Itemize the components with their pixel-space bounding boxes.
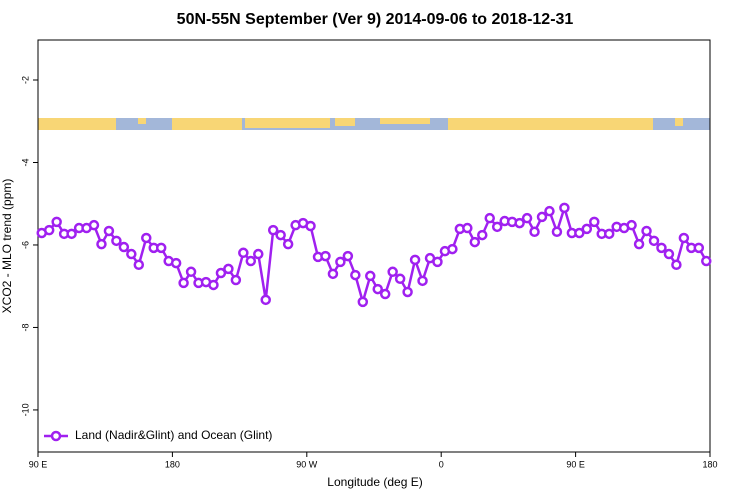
x-tick-label: 180 (165, 459, 180, 469)
data-point (693, 242, 705, 254)
x-tick-label: 90 E (29, 459, 48, 469)
data-point (372, 283, 383, 295)
data-point (267, 224, 279, 236)
data-point (170, 257, 182, 269)
data-point (66, 228, 77, 240)
data-point (260, 294, 271, 306)
chart-title: 50N-55N September (Ver 9) 2014-09-06 to … (177, 11, 574, 28)
legend-marker (50, 430, 62, 442)
y-tick-label: -6 (20, 241, 30, 249)
data-point (320, 250, 331, 262)
data-point (350, 269, 361, 281)
data-point (663, 248, 675, 260)
data-point (402, 286, 413, 298)
data-point (447, 243, 458, 255)
data-point (208, 279, 219, 291)
y-tick-label: -8 (20, 323, 30, 331)
data-point (671, 259, 682, 271)
data-point (409, 254, 421, 266)
x-tick-label: 90 E (566, 459, 585, 469)
data-point (529, 226, 540, 238)
land-ocean-strip (38, 118, 710, 130)
data-point (469, 236, 481, 248)
data-point (656, 242, 667, 254)
data-point (484, 212, 495, 224)
data-point (641, 225, 652, 237)
data-point (88, 219, 100, 231)
data-point (141, 232, 152, 244)
data-point (551, 226, 563, 238)
data-point (477, 229, 488, 241)
data-point (215, 267, 227, 279)
data-point (633, 238, 645, 250)
data-point (648, 235, 660, 247)
data-point (432, 256, 443, 268)
data-point (327, 268, 339, 280)
data-point (282, 238, 294, 250)
data-point (394, 273, 406, 285)
data-point (603, 228, 615, 240)
data-point (379, 288, 391, 300)
data-point (678, 232, 690, 244)
data-point (245, 255, 257, 267)
data-point (96, 238, 107, 250)
data-point (544, 205, 555, 217)
data-point (701, 255, 712, 267)
data-point (230, 274, 242, 286)
legend-label: Land (Nadir&Glint) and Ocean (Glint) (75, 428, 272, 442)
data-point (178, 277, 189, 289)
data-point (275, 229, 286, 241)
data-point (133, 259, 145, 271)
data-point (335, 256, 346, 268)
y-axis-label: XCO2 - MLO trend (ppm) (0, 179, 14, 314)
data-point (491, 221, 503, 233)
data-point (536, 211, 548, 223)
y-tick-label: -2 (20, 76, 30, 84)
data-point (111, 235, 122, 247)
data-point (417, 275, 428, 287)
data-point (589, 216, 600, 228)
data-point (103, 225, 115, 237)
data-point (342, 250, 354, 262)
x-axis-label: Longitude (deg E) (327, 475, 422, 489)
data-point (305, 220, 316, 232)
data-point (223, 263, 234, 275)
data-point (514, 217, 525, 229)
data-point (51, 216, 62, 228)
data-point (185, 266, 197, 278)
data-point (253, 248, 264, 260)
data-point (357, 296, 369, 308)
data-point (462, 222, 473, 234)
x-tick-label: 0 (439, 459, 444, 469)
data-point (581, 223, 593, 235)
data-point (118, 241, 130, 253)
data-point (238, 247, 249, 259)
data-point (365, 270, 376, 282)
data-point (521, 212, 533, 224)
y-tick-label: -10 (20, 403, 30, 416)
data-point (387, 266, 398, 278)
x-tick-label: 180 (702, 459, 717, 469)
data-point (155, 242, 167, 254)
data-point (574, 227, 585, 239)
y-tick-label: -4 (20, 158, 30, 166)
x-tick-label: 90 W (296, 459, 318, 469)
data-point (43, 224, 55, 236)
data-point (126, 248, 137, 260)
data-point (626, 219, 637, 231)
plot-frame (37, 39, 711, 453)
data-point (559, 202, 570, 214)
